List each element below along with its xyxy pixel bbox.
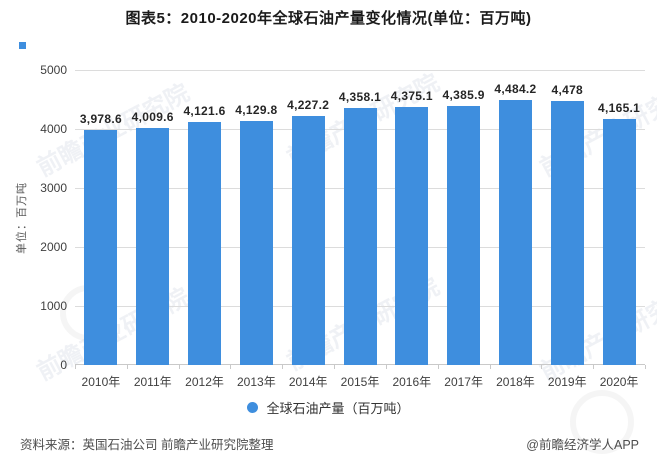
x-axis-tick bbox=[489, 365, 491, 369]
x-axis-tick bbox=[593, 365, 595, 369]
bar bbox=[602, 119, 636, 365]
y-tick-label: 3000 bbox=[40, 181, 67, 195]
value-label: 4,358.1 bbox=[338, 89, 382, 104]
bar bbox=[343, 107, 377, 365]
value-label: 4,129.8 bbox=[235, 103, 278, 118]
value-label: 4,375.1 bbox=[390, 88, 433, 103]
plot-area: 3,978.6 4,009.6 4,121.6 4,129.8 4,227.2 4,358… bbox=[75, 70, 646, 369]
bar bbox=[550, 100, 584, 365]
value-label: 4,227.2 bbox=[287, 97, 330, 112]
bar bbox=[188, 121, 222, 365]
x-axis-tick bbox=[75, 365, 76, 369]
y-tick-label: 1000 bbox=[40, 299, 67, 313]
bar bbox=[239, 121, 273, 365]
bar bbox=[447, 106, 481, 365]
source-note: 资料来源：英国石油公司 前瞻产业研究院整理 bbox=[20, 438, 274, 452]
x-axis-tick bbox=[385, 365, 387, 369]
chart-title: 图表5：2010-2020年全球石油产量变化情况(单位：百万吨) bbox=[125, 10, 532, 27]
corner-marker bbox=[19, 42, 26, 49]
bar bbox=[395, 106, 429, 365]
x-axis-tick bbox=[437, 365, 439, 369]
x-tick-label: 2019年 bbox=[547, 375, 587, 389]
bar bbox=[136, 128, 170, 365]
y-tick-label: 4000 bbox=[40, 122, 67, 136]
legend-label: 全球石油产量（百万吨） bbox=[266, 401, 410, 416]
value-label: 4,478 bbox=[551, 82, 584, 97]
bar bbox=[84, 130, 118, 365]
value-label: 3,978.6 bbox=[79, 112, 122, 127]
value-label: 4,009.6 bbox=[131, 110, 174, 125]
x-axis-tick bbox=[230, 365, 232, 369]
x-axis-tick bbox=[334, 365, 336, 369]
x-tick-label: 2016年 bbox=[392, 375, 432, 389]
x-tick-label: 2011年 bbox=[133, 375, 172, 389]
value-label: 4,385.9 bbox=[442, 88, 485, 103]
bar bbox=[291, 115, 325, 365]
y-tick-label: 5000 bbox=[40, 63, 67, 77]
y-tick-label: 2000 bbox=[40, 240, 67, 254]
y-tick-label: 0 bbox=[60, 358, 67, 372]
value-label: 4,165.1 bbox=[598, 101, 641, 116]
legend: 全球石油产量（百万吨） bbox=[0, 398, 657, 417]
x-axis-tick bbox=[645, 365, 646, 369]
x-tick-label: 2018年 bbox=[496, 375, 535, 389]
bar bbox=[498, 100, 532, 365]
x-tick-label: 2020年 bbox=[599, 375, 639, 389]
gridline bbox=[75, 70, 645, 71]
x-tick-label: 2017年 bbox=[444, 375, 483, 389]
x-axis-tick bbox=[541, 365, 543, 369]
credit-note: @前瞻经济学人APP bbox=[526, 438, 639, 452]
x-tick-label: 2014年 bbox=[288, 375, 328, 389]
x-axis-tick bbox=[178, 365, 180, 369]
value-label: 4,484.2 bbox=[494, 82, 537, 97]
value-label: 4,121.6 bbox=[183, 103, 226, 118]
x-tick-label: 2013年 bbox=[237, 375, 276, 389]
legend-marker-icon bbox=[247, 402, 259, 413]
y-axis-title: 单位：百万吨 bbox=[16, 182, 28, 254]
x-axis-tick bbox=[126, 365, 128, 369]
x-axis-tick bbox=[282, 365, 284, 369]
x-tick-label: 2010年 bbox=[81, 375, 121, 389]
footer: 资料来源：英国石油公司 前瞻产业研究院整理 @前瞻经济学人APP bbox=[0, 426, 657, 461]
x-tick-label: 2012年 bbox=[185, 375, 224, 389]
x-tick-label: 2015年 bbox=[340, 375, 380, 389]
